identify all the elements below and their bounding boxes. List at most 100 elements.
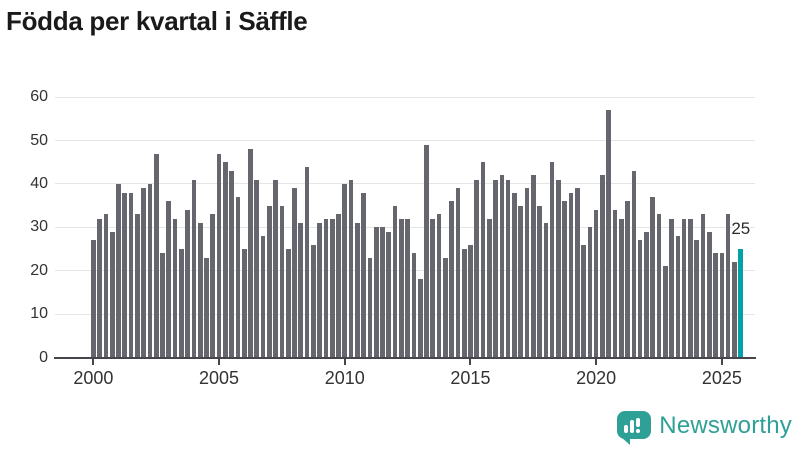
x-axis-label: 2020: [576, 368, 617, 388]
logo-exclamation-dot: [636, 429, 641, 433]
bar: [204, 257, 209, 358]
bar: [229, 170, 234, 358]
y-axis-label: 50: [30, 131, 48, 149]
bar: [380, 227, 385, 358]
bar: [618, 218, 624, 358]
bar: [235, 196, 241, 358]
latest-value-label: 25: [731, 219, 751, 239]
bar: [147, 183, 153, 358]
bar: [386, 231, 392, 358]
newsworthy-speech-bubble-chart-icon: [617, 411, 652, 445]
bar: [650, 196, 656, 358]
bar: [518, 205, 524, 358]
bar: [273, 179, 278, 358]
bar: [568, 192, 574, 358]
bar: [254, 179, 260, 358]
bar: [681, 218, 687, 358]
y-axis-label: 60: [30, 88, 48, 106]
bar: [530, 175, 536, 358]
bar: [524, 188, 530, 358]
bar: [292, 188, 297, 358]
x-axis-label: 2000: [73, 368, 114, 388]
x-axis-line: [54, 357, 756, 359]
bar: [373, 227, 379, 358]
bar: [298, 223, 304, 358]
bar: [706, 231, 712, 358]
bar: [354, 223, 360, 358]
bar: [153, 153, 159, 358]
bar: [732, 262, 737, 358]
bar: [449, 201, 454, 358]
bar: [317, 223, 322, 358]
bar: [248, 149, 253, 358]
bar: [216, 153, 222, 358]
bar: [606, 110, 612, 358]
bar: [700, 214, 706, 358]
bar: [713, 253, 718, 358]
bar: [442, 257, 448, 358]
bar: [405, 218, 410, 358]
x-axis-label: 2015: [450, 368, 491, 388]
bar: [210, 214, 216, 358]
bar: [323, 218, 329, 358]
bar: [499, 175, 505, 358]
bar: [122, 192, 128, 358]
bar: [310, 244, 316, 358]
bar: [222, 162, 228, 358]
bar: [493, 179, 498, 358]
bar: [480, 162, 486, 358]
bar: [581, 244, 586, 358]
bar: [556, 179, 561, 358]
bar: [688, 218, 693, 358]
bar: [97, 218, 102, 358]
logo-chart-bar-tall: [630, 420, 635, 433]
x-axis-tick: [595, 358, 598, 365]
y-axis-label: 20: [30, 261, 48, 279]
x-axis-tick: [92, 358, 95, 365]
chart-title: Födda per kvartal i Säffle: [6, 6, 308, 36]
bar: [411, 253, 417, 358]
bar: [336, 214, 341, 358]
bar: [430, 218, 436, 358]
bar: [436, 214, 442, 358]
bar: [587, 227, 593, 358]
bar: [562, 201, 568, 358]
x-axis-tick: [343, 358, 346, 365]
bar: [172, 218, 178, 358]
bar: [191, 179, 197, 358]
bar: [91, 240, 96, 358]
bar: [304, 166, 310, 358]
bar: [505, 179, 511, 358]
bar: [128, 192, 134, 358]
bar: [279, 205, 285, 358]
bar: [197, 223, 203, 358]
bar: [342, 183, 348, 358]
bar: [662, 266, 668, 358]
bar: [669, 218, 674, 358]
logo-bubble-tail: [621, 437, 631, 445]
bar: [361, 192, 366, 358]
bar: [109, 231, 115, 358]
bar: [574, 188, 580, 358]
bar: [537, 205, 542, 358]
bar: [719, 253, 725, 358]
bar: [348, 179, 354, 358]
x-axis-label: 2010: [324, 368, 365, 388]
bar: [398, 218, 404, 358]
bar: [134, 214, 140, 358]
y-axis-label: 10: [30, 305, 48, 323]
newsworthy-logo[interactable]: Newsworthy: [617, 407, 792, 445]
gridline: [55, 313, 755, 315]
x-axis-tick: [720, 358, 723, 365]
bar: [694, 240, 700, 358]
x-axis-tick: [218, 358, 221, 365]
bar: [166, 201, 172, 358]
y-axis-label: 30: [30, 218, 48, 236]
bar: [329, 218, 335, 358]
logo-bubble-shape: [617, 411, 652, 439]
bar: [266, 205, 272, 358]
y-axis-label: 40: [30, 174, 48, 192]
bar: [392, 205, 398, 358]
bar: [593, 210, 599, 358]
